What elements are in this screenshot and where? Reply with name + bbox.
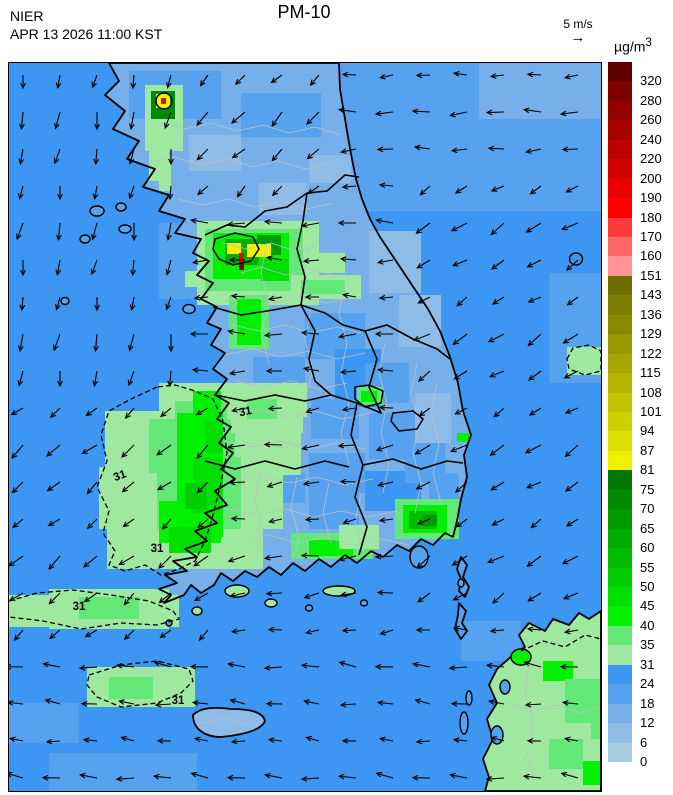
page-title: PM-10 (277, 2, 331, 22)
colorbar-tick-label: 12 (640, 715, 655, 731)
colorbar-tick-label: 45 (640, 598, 655, 614)
colorbar-tick-label: 6 (640, 734, 648, 750)
colorbar-cell (608, 645, 632, 666)
colorbar-cell (608, 723, 632, 744)
colorbar-cell (608, 548, 632, 569)
colorbar-tick-label: 220 (640, 151, 662, 167)
colorbar-tick-label: 101 (640, 404, 662, 419)
colorbar-cell (608, 334, 632, 355)
map-canvas: 31 31 31 31 31 (4, 62, 602, 792)
colorbar-tick-label: 60 (640, 540, 655, 556)
colorbar-tick-label: 0 (640, 754, 648, 769)
wind-scale-arrow-icon: → (570, 29, 586, 46)
colorbar-cell (608, 528, 632, 549)
colorbar-cell (608, 275, 632, 296)
colorbar-cell (608, 412, 632, 432)
datetime-label: APR 13 2026 11:00 KST (10, 26, 163, 42)
colorbar-cell (608, 100, 632, 121)
colorbar-cell (608, 664, 632, 685)
colorbar-tick-label: 260 (640, 112, 662, 128)
colorbar-tick-label: 65 (640, 520, 655, 536)
colorbar-tick-label: 35 (640, 637, 655, 653)
city-outlines-layer (155, 92, 424, 432)
contour-labels-layer: 31 31 31 31 31 (73, 405, 254, 707)
colorbar-cell (608, 625, 632, 646)
province-boundaries-layer (204, 174, 464, 556)
colorbar-cell (608, 353, 632, 374)
colorbar-cell (608, 120, 632, 141)
colorbar-tick-label: 160 (640, 248, 662, 264)
contour-value-label: 31 (73, 601, 86, 613)
colorbar: 320 280 260 240 220 200 190 180 170 160 151 143 136 1… (608, 62, 672, 768)
islands-layer (60, 202, 584, 745)
colorbar-tick-label: 115 (640, 365, 661, 381)
colorbar-tick-label: 129 (640, 326, 662, 342)
wind-arrows-layer (4, 70, 579, 782)
contour-value-label: 31 (151, 543, 164, 555)
colorbar-cell (608, 159, 632, 180)
colorbar-cell (608, 606, 632, 627)
colorbar-tick-label: 75 (640, 481, 655, 497)
colorbar-cell (608, 198, 632, 219)
colorbar-tick-label: 55 (640, 559, 655, 575)
colorbar-cell (608, 256, 632, 277)
pm10-map-svg: 31 31 31 31 31 (4, 62, 602, 792)
colorbar-tick-label: 40 (640, 617, 655, 633)
colorbar-tick-label: 31 (640, 656, 655, 672)
colorbar-tick-label: 18 (640, 695, 655, 711)
wind-arrow-field (4, 70, 579, 782)
colorbar-tick-label: 87 (640, 442, 655, 458)
contour-value-label: 31 (238, 405, 254, 420)
colorbar-unit-label: µg/m3 (614, 36, 652, 55)
colorbar-cell (608, 178, 632, 199)
colorbar-cell (608, 684, 632, 705)
wind-scale-label: 5 m/s (563, 17, 593, 31)
colorbar-tick-label: 170 (640, 229, 662, 244)
colorbar-tick-label: 122 (640, 345, 662, 361)
colorbar-tick-label: 70 (640, 501, 655, 517)
colorbar-tick-label: 108 (640, 384, 662, 400)
contour-value-label: 31 (172, 695, 185, 707)
colorbar-tick-label: 320 (640, 73, 662, 89)
colorbar-tick-label: 200 (640, 170, 662, 186)
contour-value-label: 31 (112, 468, 129, 484)
colorbar-tick-label: 50 (640, 579, 655, 594)
colorbar-tick-label: 280 (640, 92, 662, 108)
colorbar-cell (608, 237, 632, 257)
colorbar-cell (608, 62, 632, 82)
wind-scale-legend: 5 m/s → (548, 18, 608, 45)
colorbar-cell (608, 139, 632, 160)
colorbar-tick-label: 180 (640, 209, 662, 225)
colorbar-tick-label: 143 (640, 287, 662, 303)
colorbar-cell (608, 587, 632, 607)
colorbar-cell (608, 373, 632, 394)
colorbar-cell (608, 489, 632, 510)
colorbar-cell (608, 703, 632, 724)
colorbar-cell (608, 81, 632, 102)
colorbar-tick-label: 24 (640, 676, 655, 692)
colorbar-cell (608, 431, 632, 452)
colorbar-cell (608, 295, 632, 316)
colorbar-tick-label: 81 (640, 462, 655, 478)
colorbar-tick-label: 151 (640, 267, 662, 283)
colorbar-tick-label: 190 (640, 190, 662, 206)
colorbar-cell (608, 392, 632, 413)
colorbar-cell (608, 217, 632, 238)
heatmap-patches-layer (9, 71, 601, 785)
colorbar-cell (608, 567, 632, 588)
colorbar-cell (608, 742, 632, 763)
colorbar-tick-label: 94 (640, 423, 655, 439)
colorbar-tick-label: 240 (640, 131, 662, 147)
colorbar-cell (608, 470, 632, 491)
agency-label: NIER (10, 8, 44, 24)
colorbar-cell (608, 509, 632, 530)
county-boundaries-layer (148, 122, 602, 779)
colorbar-cell (608, 450, 632, 471)
colorbar-tick-label: 136 (640, 306, 662, 322)
colorbar-cell (608, 314, 632, 335)
